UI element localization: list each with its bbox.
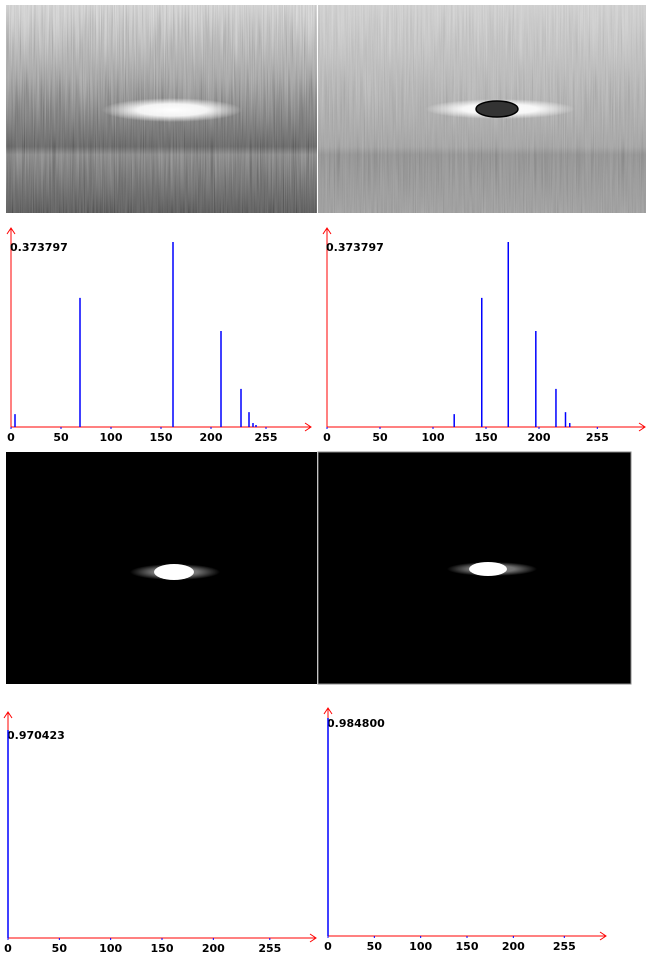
image-segmented-left xyxy=(6,452,317,684)
y-axis-arrow xyxy=(6,227,16,235)
x-tick-label: 0 xyxy=(324,940,332,953)
x-tick-label: 100 xyxy=(99,942,122,955)
x-tick-label: 0 xyxy=(4,942,12,955)
x-tick-label: 255 xyxy=(586,431,609,444)
y-axis-arrow xyxy=(323,707,333,715)
x-tick-label: 150 xyxy=(150,431,173,444)
x-tick-label: 0 xyxy=(7,431,15,444)
x-axis-arrow xyxy=(638,422,646,432)
y-axis-arrow xyxy=(3,711,13,719)
y-axis-arrow xyxy=(322,227,332,235)
x-tick-label: 100 xyxy=(100,431,123,444)
x-tick-label: 50 xyxy=(367,940,383,953)
x-tick-label: 200 xyxy=(202,942,225,955)
x-tick-label: 150 xyxy=(151,942,174,955)
x-tick-label: 255 xyxy=(258,942,281,955)
x-tick-label: 200 xyxy=(528,431,551,444)
x-tick-label: 200 xyxy=(200,431,223,444)
x-tick-label: 100 xyxy=(409,940,432,953)
x-tick-label: 50 xyxy=(53,431,69,444)
x-axis-arrow xyxy=(304,422,312,432)
x-tick-label: 50 xyxy=(52,942,68,955)
image-equalized xyxy=(318,5,646,213)
x-tick-label: 100 xyxy=(422,431,445,444)
x-axis-arrow xyxy=(599,931,607,941)
image-original xyxy=(6,5,317,213)
y-max-label: 0.373797 xyxy=(10,241,68,254)
x-tick-label: 255 xyxy=(255,431,278,444)
x-tick-label: 200 xyxy=(502,940,525,953)
x-tick-label: 150 xyxy=(475,431,498,444)
y-max-label: 0.373797 xyxy=(326,241,384,254)
image-segmented-right xyxy=(317,451,632,685)
x-tick-label: 0 xyxy=(323,431,331,444)
y-max-label: 0.984800 xyxy=(327,717,385,730)
x-axis-arrow xyxy=(309,933,317,943)
y-max-label: 0.970423 xyxy=(7,729,65,742)
x-tick-label: 150 xyxy=(456,940,479,953)
x-tick-label: 50 xyxy=(372,431,388,444)
x-tick-label: 255 xyxy=(553,940,576,953)
